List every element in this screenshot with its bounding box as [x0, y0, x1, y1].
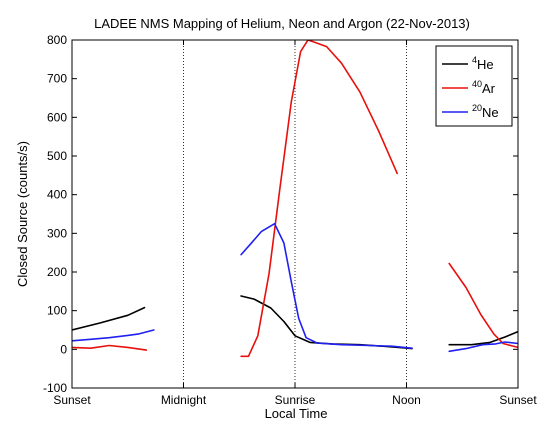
y-tick-label: -100 — [43, 381, 67, 395]
x-tick-label: Sunrise — [275, 393, 316, 407]
plot-area: -100 0 100 200 300 400 500 600 700 800 Sunset Midni… — [43, 33, 537, 407]
legend-entry: 20Ne — [472, 103, 499, 120]
chart-title: LADEE NMS Mapping of Helium, Neon and Ar… — [94, 16, 470, 31]
y-tick-label: 700 — [47, 72, 67, 86]
x-tick-label: Sunset — [499, 393, 537, 407]
y-tick-label: 400 — [47, 188, 67, 202]
series-line-ar — [72, 344, 148, 351]
series-line-he — [448, 330, 518, 346]
y-axis-label: Closed Source (counts/s) — [15, 141, 30, 287]
y-tick-label: 500 — [47, 149, 67, 163]
legend: 4He 40Ar 20Ne — [435, 45, 513, 127]
y-tick-label: 800 — [47, 33, 67, 47]
legend-entry: 40Ar — [472, 79, 496, 96]
series-line-ar — [448, 262, 518, 349]
y-tick-label: 100 — [47, 304, 67, 318]
legend-entry: 4He — [472, 55, 494, 72]
x-tick-label: Midnight — [161, 393, 207, 407]
y-tick-label: 600 — [47, 110, 67, 124]
x-tick-label: Sunset — [53, 393, 91, 407]
series-line-ne — [240, 222, 413, 350]
x-axis-label: Local Time — [265, 406, 328, 421]
series-line-ne — [448, 341, 518, 353]
y-tick-label: 300 — [47, 226, 67, 240]
series-line-ar — [240, 40, 399, 358]
y-tick-label: 0 — [60, 342, 67, 356]
y-tick-label: 200 — [47, 265, 67, 279]
series-line-ne — [72, 329, 155, 342]
x-tick-label: Noon — [392, 393, 421, 407]
series-line-he — [72, 306, 146, 331]
